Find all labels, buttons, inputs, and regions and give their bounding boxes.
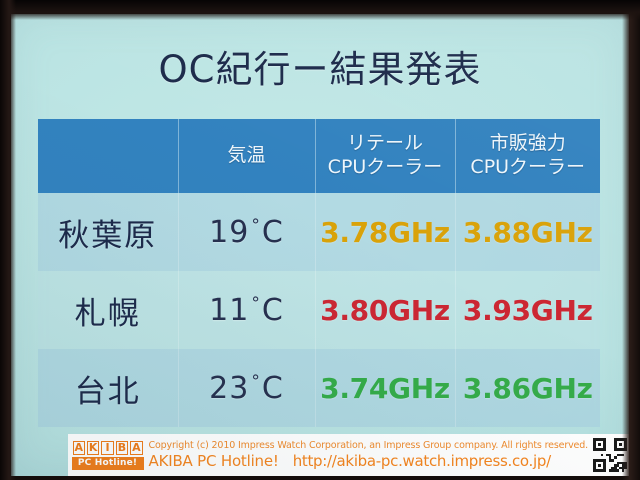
frequency-value: 3.80GHz xyxy=(320,293,450,327)
cell-retail-frequency: 3.78GHz xyxy=(315,193,456,271)
cell-city: 札幌 xyxy=(38,271,179,349)
column-header-city xyxy=(38,119,179,193)
footer-bar: A K I B A PC Hotline! Copyright (c) 2010… xyxy=(11,434,629,476)
table-header-row: 気温 リテール CPUクーラー 市販強力 CPUクーラー xyxy=(38,119,600,193)
column-header-market-cooler: 市販強力 CPUクーラー xyxy=(455,119,600,193)
akiba-logo: A K I B A PC Hotline! xyxy=(71,440,144,470)
frequency-value: 3.74GHz xyxy=(320,371,450,405)
frequency-value: 3.78GHz xyxy=(320,215,450,249)
page-title: OC紀行ー結果発表 xyxy=(158,48,482,91)
footer-spacer xyxy=(11,434,68,476)
logo-letter-k: K xyxy=(86,441,100,455)
results-table: 気温 リテール CPUクーラー 市販強力 CPUクーラー 秋葉原 19 °C 3.… xyxy=(38,119,600,427)
akiba-logo-letters: A K I B A xyxy=(71,440,144,456)
frequency-value: 3.86GHz xyxy=(462,371,593,405)
cell-city: 台北 xyxy=(38,349,179,427)
temp-value: 23 xyxy=(209,370,250,406)
temp-value: 11 xyxy=(209,292,250,328)
market-cooler-line1: 市販強力 xyxy=(489,131,566,154)
column-header-temperature: 気温 xyxy=(178,119,316,193)
temp-value: 19 xyxy=(209,214,250,250)
table-row: 札幌 11 °C 3.80GHz 3.93GHz xyxy=(38,271,600,349)
footer-content: A K I B A PC Hotline! Copyright (c) 2010… xyxy=(67,434,629,476)
degree-symbol: ° xyxy=(251,215,261,236)
cell-retail-frequency: 3.80GHz xyxy=(315,271,456,349)
cell-temperature: 11 °C xyxy=(178,271,316,349)
logo-letter-i: I xyxy=(101,441,114,455)
temp-unit: C xyxy=(261,214,284,250)
footer-url-line: AKIBA PC Hotline! http://akiba-pc.watch.… xyxy=(149,452,588,470)
table-row: 台北 23 °C 3.74GHz 3.86GHz xyxy=(38,349,600,427)
temp-unit: C xyxy=(261,370,284,406)
cell-temperature: 19 °C xyxy=(178,193,316,271)
logo-letter-b: B xyxy=(115,441,129,455)
logo-letter-a2: A xyxy=(130,441,143,455)
cell-temperature: 23 °C xyxy=(178,349,316,427)
footer-text: Copyright (c) 2010 Impress Watch Corpora… xyxy=(148,440,589,470)
cell-city: 秋葉原 xyxy=(38,193,179,271)
cell-retail-frequency: 3.74GHz xyxy=(315,349,456,427)
qr-code-icon xyxy=(593,438,627,472)
degree-symbol: ° xyxy=(251,371,261,392)
retail-cooler-line1: リテール xyxy=(346,131,423,154)
presentation-slide: OC紀行ー結果発表 気温 リテール CPUクーラー 市販強力 CPUクーラー xyxy=(11,14,629,476)
frequency-value: 3.88GHz xyxy=(462,215,593,249)
copyright-text: Copyright (c) 2010 Impress Watch Corpora… xyxy=(148,440,589,451)
column-header-retail-cooler: リテール CPUクーラー xyxy=(315,119,456,193)
cell-market-frequency: 3.88GHz xyxy=(455,193,600,271)
logo-letter-a1: A xyxy=(72,441,85,455)
table-row: 秋葉原 19 °C 3.78GHz 3.88GHz xyxy=(38,193,600,271)
temp-unit: C xyxy=(261,292,284,328)
cell-market-frequency: 3.86GHz xyxy=(455,349,600,427)
footer-url[interactable]: http://akiba-pc.watch.impress.co.jp/ xyxy=(292,452,551,470)
frequency-value: 3.93GHz xyxy=(462,293,593,327)
footer-brand-name: AKIBA PC Hotline! xyxy=(148,452,279,470)
market-cooler-line2: CPUクーラー xyxy=(470,156,586,178)
retail-cooler-line2: CPUクーラー xyxy=(327,156,443,178)
cell-market-frequency: 3.93GHz xyxy=(455,271,600,349)
degree-symbol: ° xyxy=(251,293,261,314)
akiba-logo-tagline: PC Hotline! xyxy=(71,457,144,470)
